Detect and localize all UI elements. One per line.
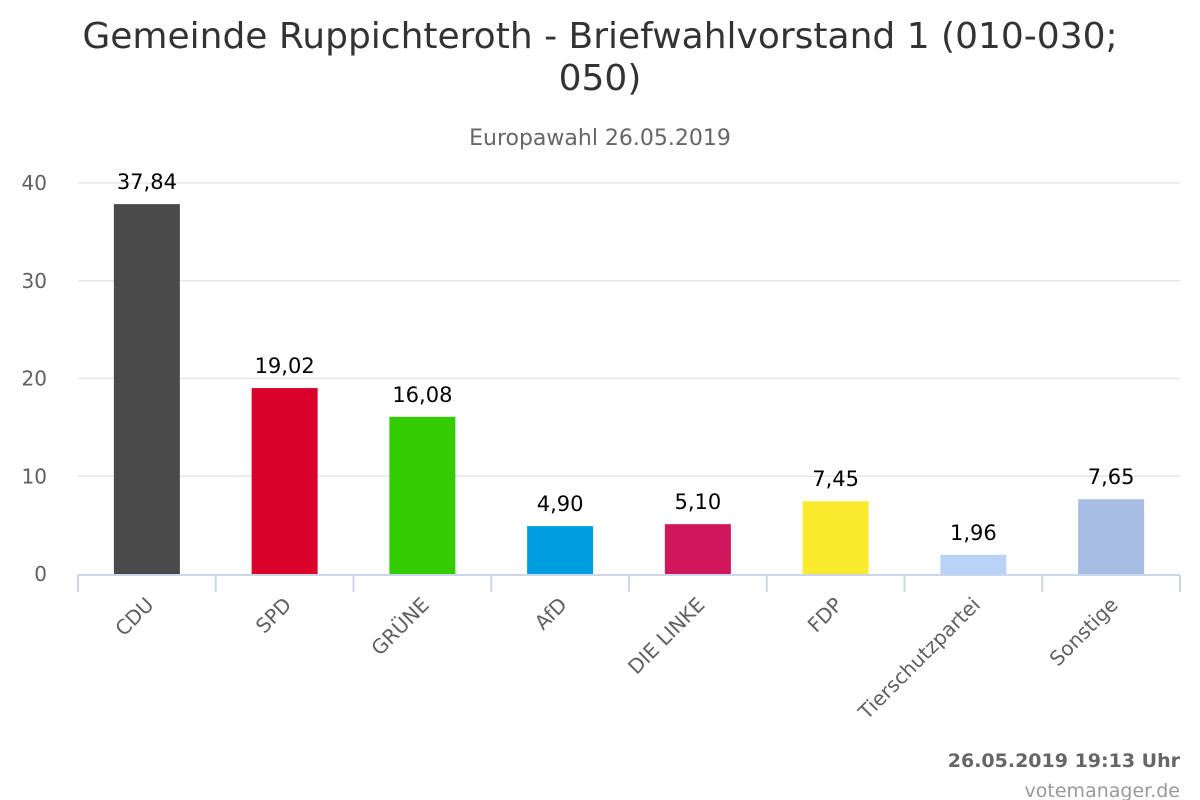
data-label: 5,10 [674,490,721,514]
bar-afd [527,526,594,574]
data-label: 19,02 [255,354,315,378]
data-label: 7,45 [812,467,859,491]
x-tick-label: CDU [110,593,158,641]
x-tick-label: Sonstige [1045,593,1123,671]
x-tick-label: GRÜNE [366,593,434,661]
y-tick-label: 40 [22,171,47,195]
bar-fdp [802,501,869,574]
data-label: 1,96 [950,521,997,545]
x-axis [77,574,1181,592]
y-tick-label: 0 [34,562,47,586]
y-tick-label: 30 [22,269,47,293]
bar-cdu [113,204,180,574]
bar-die-linke [664,524,731,574]
bar-spd [251,388,318,574]
x-tick-label: Tierschutzpartei [853,593,985,725]
data-label: 16,08 [392,383,452,407]
bar-grüne [389,416,456,574]
footer-credit: votemanager.de [1025,780,1180,800]
chart-subtitle: Europawahl 26.05.2019 [469,126,731,151]
x-tick-label: AfD [530,593,572,635]
y-axis-tick-labels: 0 10 20 30 40 [22,171,47,586]
data-label: 37,84 [117,170,177,194]
chart-title-line-2: 050) [559,58,642,99]
y-tick-label: 10 [22,464,47,488]
bar-tierschutzpartei [940,554,1007,574]
data-label: 4,90 [537,492,584,516]
y-tick-label: 20 [22,367,47,391]
bar-sonstige [1078,499,1145,574]
x-tick-label: DIE LINKE [623,593,709,679]
data-label: 7,65 [1088,465,1135,489]
footer-timestamp: 26.05.2019 19:13 Uhr [948,750,1181,772]
chart-title: Gemeinde Ruppichteroth - Briefwahlvorsta… [82,16,1117,99]
x-tick-label: SPD [251,593,296,638]
x-tick-label: FDP [803,593,848,638]
gridlines [78,182,1180,477]
chart-title-line-1: Gemeinde Ruppichteroth - Briefwahlvorsta… [82,16,1117,57]
x-axis-tick-labels: CDU SPD GRÜNE AfD DIE LINKE FDP Tierschutzpart… [110,593,1122,725]
data-labels: 37,84 19,02 16,08 4,90 5,10 7,45 1,96 7,65 [117,170,1135,545]
bars [113,204,1145,574]
